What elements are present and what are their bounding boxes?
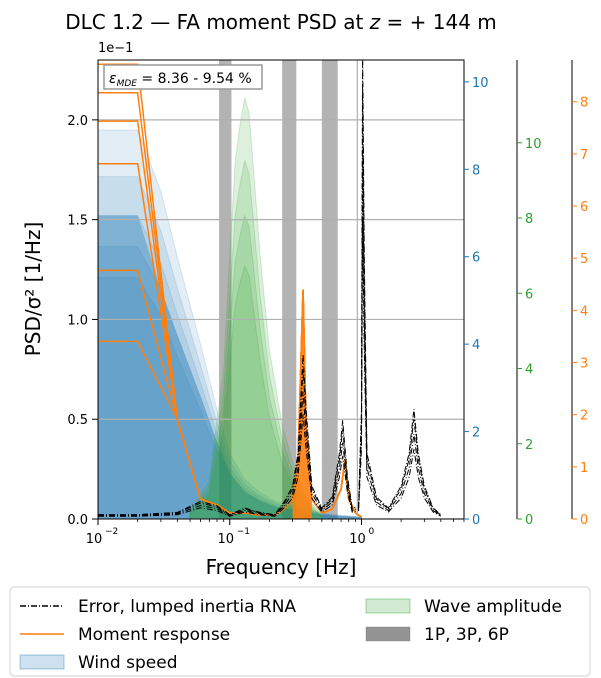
error-line (98, 89, 442, 516)
twin-tick-label: 0 (525, 513, 533, 528)
y-multiplier: 1e−1 (98, 41, 133, 56)
twin-tick-label: 6 (580, 200, 588, 215)
twin-tick-label: 6 (472, 251, 480, 266)
chart-title: DLC 1.2 — FA moment PSD at z = + 144 m (65, 10, 497, 34)
wind-speed-area (98, 215, 362, 519)
twin-tick-label: 2 (580, 409, 588, 424)
twin-tick-label: 0 (472, 513, 480, 528)
harmonic-band (219, 60, 232, 519)
y-tick-label: 0.5 (67, 413, 88, 428)
x-tick-label: 10 (349, 532, 366, 547)
twin-tick-label: 10 (472, 76, 489, 91)
twin-tick-label: 7 (580, 148, 588, 163)
twin-tick-label: 8 (580, 96, 588, 111)
harmonic-band (282, 60, 297, 519)
error-line (98, 60, 442, 516)
moment-response-peak (292, 312, 312, 519)
error-line (98, 154, 442, 517)
legend-label: Wave amplitude (424, 597, 562, 617)
y-tick-label: 0.0 (67, 513, 88, 528)
twin-tick-label: 2 (525, 438, 533, 453)
x-tick-exponent: −2 (105, 527, 118, 537)
legend-swatch (365, 626, 411, 642)
legend: Error, lumped inertia RNA Moment response… (9, 586, 591, 677)
twin-tick-label: 4 (472, 338, 480, 353)
wind-speed-area (98, 215, 362, 519)
legend-swatch (19, 654, 65, 670)
twin-tick-label: 8 (525, 212, 533, 227)
legend-label: Wind speed (78, 653, 178, 673)
legend-label: Moment response (78, 625, 230, 645)
x-tick-exponent: −1 (237, 527, 250, 537)
y-tick-label: 1.0 (67, 313, 88, 328)
twin-tick-label: 1 (580, 461, 588, 476)
wind-speed-area (98, 129, 362, 519)
twin-tick-label: 8 (472, 163, 480, 178)
twin-tick-label: 0 (580, 513, 588, 528)
y-tick-label: 2.0 (67, 114, 88, 129)
twin-tick-label: 5 (580, 252, 588, 267)
annotation-box: εMDE = 8.36 - 9.54 % (103, 64, 263, 90)
x-tick-label: 10 (86, 532, 103, 547)
twin-tick-label: 2 (472, 426, 480, 441)
x-axis-label: Frequency [Hz] (206, 555, 357, 579)
wind-speed-area (98, 176, 362, 519)
twin-tick-label: 4 (580, 304, 588, 319)
twin-tick-label: 3 (580, 357, 588, 372)
annotation-text: εMDE = 8.36 - 9.54 % (109, 71, 252, 89)
legend-label: 1P, 3P, 6P (424, 625, 509, 645)
y-axis-label: PSD/σ² [1/Hz] (21, 222, 45, 357)
y-tick-label: 1.5 (67, 214, 88, 229)
legend-label: Error, lumped inertia RNA (78, 597, 296, 617)
legend-swatch (365, 598, 411, 614)
twin-tick-label: 6 (525, 287, 533, 302)
harmonic-band (321, 60, 338, 519)
plot-frame (97, 59, 465, 520)
twin-tick-label: 4 (525, 363, 533, 378)
wind-speed-area (98, 277, 362, 519)
twin-tick-label: 10 (525, 137, 542, 152)
x-tick-exponent: 0 (368, 527, 374, 537)
error-line (98, 218, 442, 517)
x-tick-label: 10 (217, 532, 234, 547)
